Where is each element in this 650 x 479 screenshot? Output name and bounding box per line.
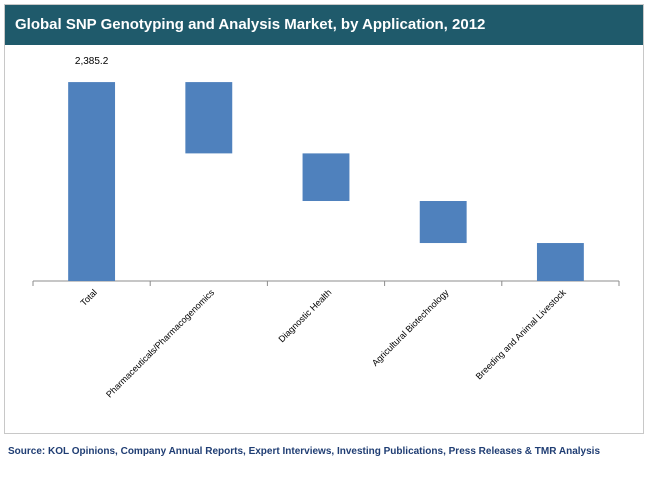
bar-breeding-and-animal-livestock xyxy=(536,243,584,281)
bar-agricultural-biotechnology xyxy=(419,201,467,244)
bar-pharmaceuticals-pharmacogenomics xyxy=(185,82,233,154)
source-note: Source: KOL Opinions, Company Annual Rep… xyxy=(8,446,601,457)
x-tick-label: Total xyxy=(78,287,99,308)
data-label: 2,385.2 xyxy=(75,56,109,67)
chart-title: Global SNP Genotyping and Analysis Marke… xyxy=(5,5,643,45)
bar-total xyxy=(68,82,116,282)
x-tick-label: Pharmaceuticals/Pharmacogenomics xyxy=(104,287,216,399)
x-tick-label: Agricultural Biotechnology xyxy=(370,287,451,368)
bar-diagnostic-health xyxy=(302,153,350,202)
x-tick-label: Breeding and Animal Livestock xyxy=(474,287,568,381)
x-tick-label: Diagnostic Health xyxy=(276,287,333,344)
waterfall-chart: Total Pharmaceuticals/Pharmacogenomics Dia… xyxy=(32,56,620,399)
